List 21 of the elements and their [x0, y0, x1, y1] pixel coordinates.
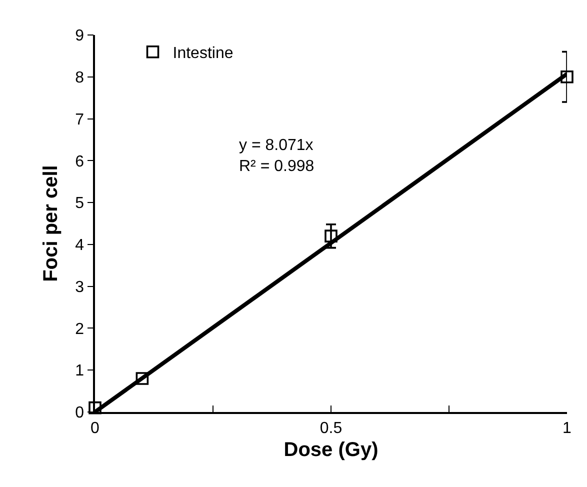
y-tick-label: 0 — [75, 404, 84, 422]
point — [88, 401, 102, 414]
y-axis-title: Foci per cell — [40, 165, 62, 282]
x-tick-label: 0.5 — [320, 420, 342, 437]
x-tick-label: 0 — [90, 420, 100, 437]
y-tick-label: 6 — [75, 153, 84, 170]
point — [136, 372, 149, 385]
y-tick-label: 4 — [75, 237, 84, 254]
x-axis-title: Dose (Gy) — [284, 438, 378, 461]
point — [560, 70, 574, 84]
annotation: y = 8.071x R² = 0.998 — [239, 137, 314, 175]
x-tick-label: 1 — [562, 420, 572, 437]
y-tick-label: 7 — [75, 111, 84, 128]
y-tick-label: 8 — [75, 69, 84, 86]
legend-label: Intestine — [172, 45, 234, 62]
y-tick-label: 9 — [75, 28, 84, 45]
point — [324, 230, 338, 242]
y-tick-label: 2 — [75, 320, 84, 338]
y-tick-label: 3 — [75, 278, 84, 296]
y-tick-label: 5 — [75, 195, 84, 212]
y-tick-label: 1 — [75, 362, 84, 380]
